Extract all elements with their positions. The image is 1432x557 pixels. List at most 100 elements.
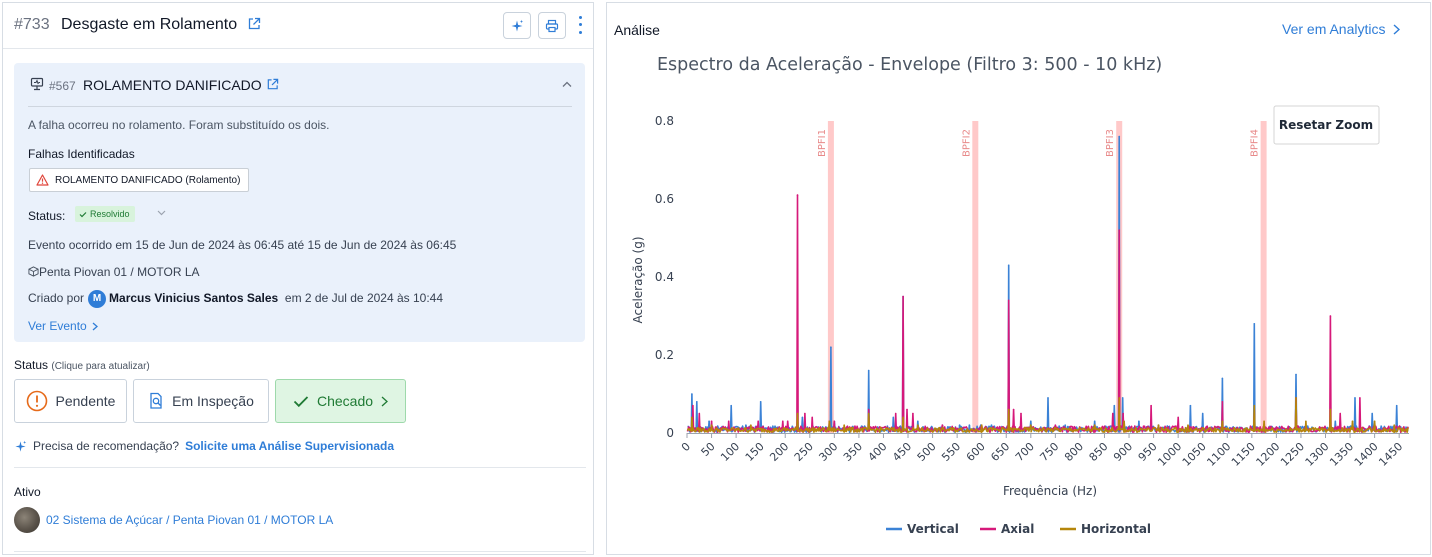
data-point (1253, 404, 1256, 407)
data-point (1295, 373, 1297, 376)
status-checked-button[interactable]: Checado (275, 379, 406, 423)
data-point (1118, 397, 1121, 399)
data-point (906, 408, 908, 411)
data-point (1123, 420, 1125, 423)
x-tick-label: 1450 (1376, 440, 1405, 469)
data-point (830, 346, 832, 349)
data-point (1201, 412, 1204, 415)
y-tick-label: 0.8 (655, 114, 674, 128)
spectrum-chart[interactable]: Espectro da Aceleração - Envelope (Filtr… (607, 3, 1430, 554)
data-point (727, 420, 730, 423)
data-point (1329, 408, 1332, 411)
data-point (786, 420, 789, 423)
reset-zoom-button[interactable]: Resetar Zoom (1273, 105, 1380, 145)
x-tick-label: 450 (890, 440, 914, 464)
y-tick-label: 0.4 (655, 270, 674, 284)
status-inspection-button[interactable]: Em Inspeção (133, 379, 269, 423)
x-tick-label: 500 (915, 440, 939, 464)
y-axis-label: Aceleração (g) (631, 236, 645, 323)
failure-title: ROLAMENTO DANIFICADO (83, 77, 262, 93)
x-tick-label: 50 (699, 440, 718, 459)
data-point (941, 424, 944, 427)
x-tick-label: 1100 (1204, 440, 1233, 469)
x-tick-label: 1250 (1278, 440, 1307, 469)
view-analytics-label: Ver em Analytics (1282, 21, 1386, 37)
external-link-icon[interactable] (266, 78, 279, 91)
failure-card-header[interactable]: #567 ROLAMENTO DANIFICADO (14, 63, 585, 106)
failure-tag-label: ROLAMENTO DANIFICADO (Rolamento) (55, 174, 241, 186)
failure-card: #567 ROLAMENTO DANIFICADO A falha ocorre… (14, 63, 585, 342)
data-point (968, 424, 971, 427)
divider (14, 467, 586, 468)
failure-tag: ROLAMENTO DANIFICADO (Rolamento) (29, 168, 250, 192)
more-options-icon[interactable] (575, 14, 585, 36)
data-point (1221, 377, 1224, 380)
data-point (1030, 424, 1032, 427)
x-tick-label: 750 (1037, 440, 1061, 464)
recommendation-question: Precisa de recomendação? (33, 439, 180, 453)
asset-cube-icon (28, 266, 39, 277)
data-point (1007, 408, 1010, 411)
data-point (1020, 412, 1022, 415)
legend-item: Vertical (907, 522, 959, 536)
print-button[interactable] (538, 12, 566, 39)
external-link-icon[interactable] (247, 17, 261, 31)
avatar: M (88, 290, 107, 308)
status-section-hint: (Clique para atualizar) (51, 361, 150, 372)
check-icon (79, 211, 87, 217)
bpfi-band-label: BPFI3 (1105, 129, 1116, 157)
data-point (710, 420, 713, 423)
chevron-down-icon[interactable] (157, 210, 166, 216)
data-point (1334, 420, 1337, 423)
status-pending-button[interactable]: Pendente (14, 379, 127, 423)
data-point (892, 416, 895, 419)
data-point (757, 420, 760, 423)
data-point (781, 420, 784, 423)
data-point (1253, 323, 1256, 325)
recommendation-line: Precisa de recomendação? Solicite uma An… (14, 439, 394, 453)
created-by-date: em 2 de Jul de 2024 às 10:44 (284, 291, 444, 306)
data-point (1339, 412, 1342, 415)
data-point (1047, 397, 1049, 399)
data-point (867, 369, 870, 372)
data-point (828, 420, 831, 423)
asset-thumbnail (14, 507, 40, 533)
data-point (1007, 299, 1010, 302)
asset-path: 02 Sistema de Açúcar / Penta Piovan 01 /… (46, 513, 334, 527)
data-point (1263, 420, 1265, 423)
y-axis: 0 0.2 0.4 0.6 0.8 (655, 114, 674, 440)
legend-item: Axial (1001, 522, 1034, 536)
event-header: #733 Desgaste em Rolamento (3, 3, 593, 49)
analysis-panel: Análise Ver em Analytics Espectro da Ace… (606, 2, 1431, 555)
ai-sparkle-button[interactable] (503, 12, 531, 39)
data-point (1351, 420, 1354, 423)
view-event-link[interactable]: Ver Evento (28, 319, 98, 333)
data-point (1295, 397, 1297, 399)
data-point (1221, 401, 1224, 403)
chart-legend[interactable]: Vertical Axial Horizontal (886, 522, 1151, 536)
supervised-analysis-link[interactable]: Solicite uma Análise Supervisionada (185, 439, 395, 453)
asset-location-label: Penta Piovan 01 / MOTOR LA (39, 265, 200, 279)
data-point (1373, 420, 1376, 423)
data-point (692, 404, 694, 407)
data-point (1371, 412, 1373, 415)
data-point (833, 420, 836, 423)
bpfi-band-label: BPFI1 (817, 129, 828, 157)
asset-link[interactable]: 02 Sistema de Açúcar / Penta Piovan 01 /… (14, 507, 333, 533)
data-point (1030, 420, 1032, 423)
status-badge[interactable]: Resolvido (75, 206, 135, 222)
status-label: Status: (28, 209, 66, 223)
data-point (980, 424, 983, 427)
data-point (902, 416, 904, 419)
event-number: #733 (14, 16, 50, 33)
y-tick-label: 0 (666, 426, 674, 440)
data-point (1093, 420, 1096, 423)
x-tick-label: 200 (767, 440, 791, 464)
view-analytics-link[interactable]: Ver em Analytics (1282, 21, 1400, 37)
data-point (1359, 397, 1361, 399)
data-point (1177, 416, 1179, 419)
chevron-up-icon[interactable] (562, 81, 572, 88)
data-point (894, 412, 897, 415)
data-point (796, 194, 799, 196)
x-tick-label: 150 (743, 440, 767, 464)
